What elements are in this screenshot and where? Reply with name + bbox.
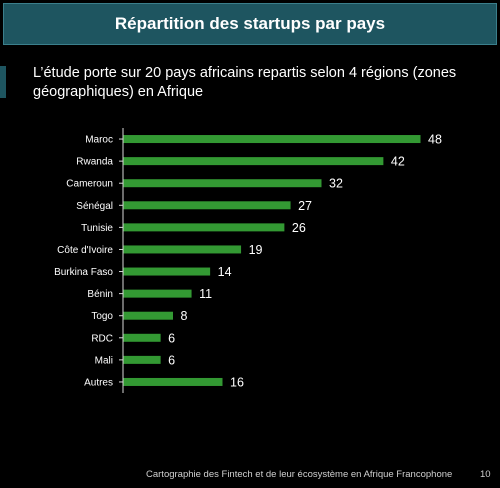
category-label: Côte d'Ivoire [57,245,113,256]
data-label: 42 [391,155,405,169]
category-label: RDC [91,333,113,344]
bar [123,333,161,342]
category-label: Sénégal [76,201,113,212]
data-label: 6 [168,353,175,367]
bar [123,201,291,210]
bar [123,223,285,232]
bar [123,267,211,276]
bar [123,289,192,298]
page-title: Répartition des startups par pays [114,14,386,33]
category-label: Maroc [85,135,113,146]
footer-text: Cartographie des Fintech et de leur écos… [146,469,453,480]
category-label: Burkina Faso [54,267,113,278]
data-label: 48 [428,133,442,147]
category-label: Autres [84,377,113,388]
bar [123,311,173,320]
data-label: 27 [298,199,312,213]
category-label: Bénin [87,289,113,300]
category-label: Togo [91,311,113,322]
bar [123,355,161,364]
data-label: 14 [218,265,232,279]
category-label: Mali [95,355,113,366]
data-label: 8 [181,309,188,323]
data-label: 6 [168,331,175,345]
bar [123,179,322,188]
category-label: Cameroun [66,179,113,190]
category-label: Rwanda [76,157,113,168]
title-bar: Répartition des startups par pays [3,3,497,45]
data-label: 32 [329,177,343,191]
data-label: 26 [292,221,306,235]
data-label: 19 [249,243,263,257]
bar [123,157,384,166]
bar [123,135,421,144]
bar [123,245,242,254]
bar [123,377,223,386]
subtitle-text: L’étude porte sur 20 pays africains repa… [33,65,457,100]
category-label: Tunisie [81,223,113,234]
bar-chart: Maroc 48 Rwanda 42 Cameroun 32 Sénégal 27 Tunisi… [54,128,442,393]
data-label: 16 [230,375,244,389]
subtitle-accent-bar [0,66,6,98]
data-label: 11 [199,287,212,301]
page-number: 10 [480,469,491,480]
